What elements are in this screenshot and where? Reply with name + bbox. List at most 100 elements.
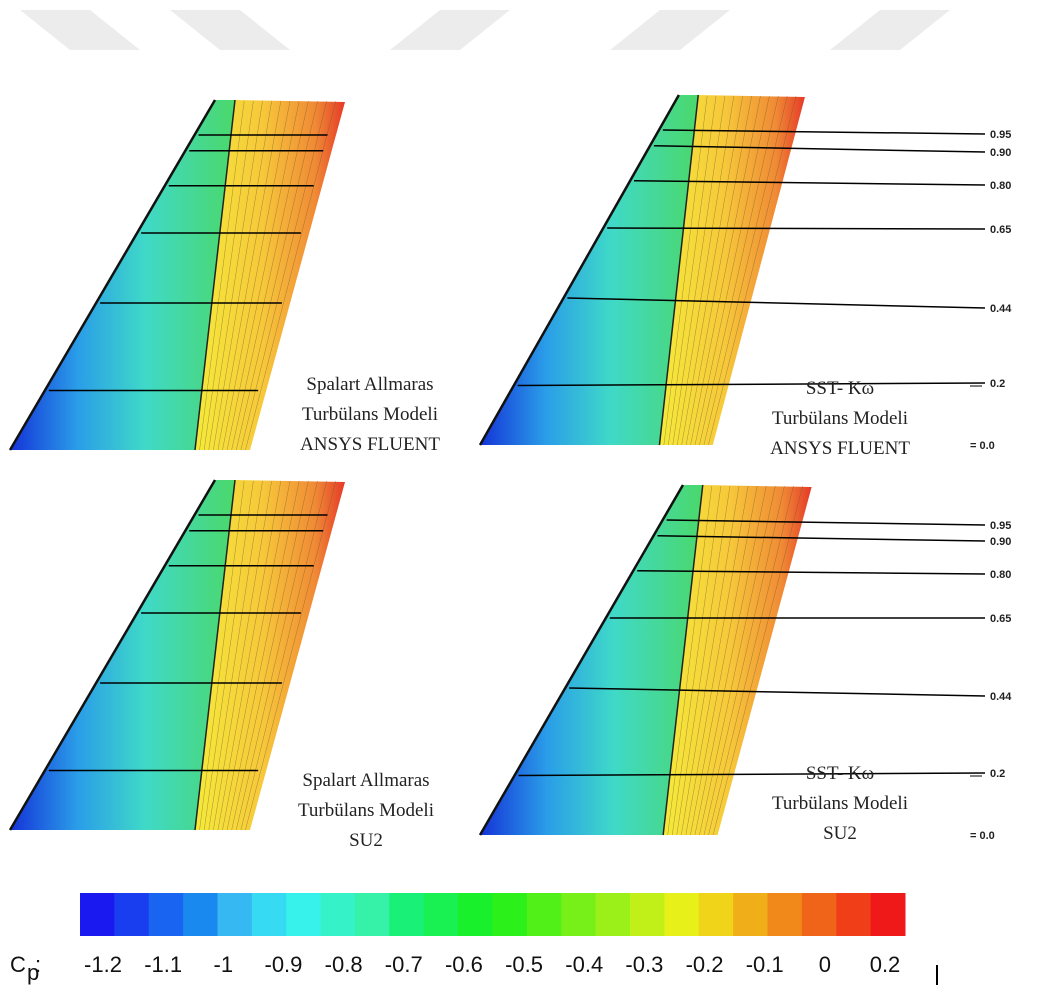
panel-caption: Turbülans Modeli (772, 793, 908, 814)
colorbar-swatch (286, 893, 322, 936)
colorbar-swatch (355, 893, 390, 936)
colorbar-symbol: C (10, 952, 26, 977)
station-label: 0.90 (990, 147, 1011, 159)
colorbar-swatch (183, 893, 218, 936)
station-line (662, 129, 986, 135)
contour (676, 95, 735, 446)
station-line (567, 297, 986, 309)
panel-caption: SST- Kω (806, 378, 874, 399)
station-label: 0.2 (990, 768, 1005, 780)
panel-caption: SU2 (823, 823, 857, 844)
contour (708, 485, 794, 836)
colorbar-separator: : (35, 952, 41, 977)
contour (690, 95, 761, 446)
colorbar-label: -0.9 (265, 952, 303, 977)
colorbar-swatch (595, 893, 631, 936)
panel-caption: Turbülans Modeli (772, 408, 908, 429)
colorbar-label: -1.1 (144, 952, 182, 977)
contour (245, 100, 337, 451)
contour (231, 100, 309, 451)
station-label: = 0.0 (970, 440, 995, 452)
wing-panel: 0.95 0.90 0.80 0.65 0.44 0.2 = 0.0 SST- Kω Turbü… (478, 94, 1012, 459)
station-line (634, 180, 986, 186)
contour (667, 485, 713, 836)
wing-front (10, 480, 235, 830)
station-label: = 0.0 (970, 830, 995, 842)
colorbar-label: -0.7 (385, 952, 423, 977)
panel-caption: ANSYS FLUENT (300, 434, 440, 455)
contour (245, 480, 337, 831)
station-label: 0.90 (990, 536, 1011, 548)
shock (194, 99, 236, 451)
shock (194, 479, 236, 831)
wing-panel: Spalart Allmaras Turbülans Modeli SU2 (8, 479, 434, 851)
contour (203, 480, 254, 831)
contour (685, 95, 752, 446)
station-label: 0.80 (990, 569, 1011, 581)
colorbar-label: -1.2 (84, 952, 122, 977)
wing-panel: Spalart Allmaras Turbülans Modeli ANSYS FL… (8, 99, 440, 455)
station-label: 0.95 (990, 520, 1011, 532)
contour (217, 100, 282, 451)
station-label: 0.44 (990, 303, 1012, 315)
colorbar-swatch (458, 893, 493, 936)
colorbar-swatch (492, 893, 528, 936)
colorbar-swatch (664, 893, 700, 936)
colorbar-swatch (251, 893, 287, 936)
wing-front (480, 95, 699, 445)
shock (662, 484, 704, 836)
colorbar-label: -0.8 (325, 952, 363, 977)
contour (226, 100, 300, 451)
wing-front (480, 485, 703, 835)
station-label: 0.44 (990, 691, 1012, 703)
colorbar-swatch (217, 893, 253, 936)
station-label: 0.65 (990, 224, 1011, 236)
contour (685, 485, 749, 836)
contour (199, 100, 245, 451)
colorbar-swatch (80, 893, 115, 936)
station-label: 0.95 (990, 129, 1011, 141)
contour (699, 95, 779, 446)
contour (681, 95, 743, 446)
station-line (657, 535, 986, 542)
station-line (518, 772, 986, 777)
station-line (637, 570, 986, 575)
colorbar-swatch (561, 893, 597, 936)
contour (236, 100, 318, 451)
station-line (569, 687, 986, 697)
panel-caption: SU2 (349, 830, 383, 851)
contour (217, 480, 282, 831)
colorbar-label: -0.4 (565, 952, 603, 977)
contour (676, 485, 731, 836)
colorbar-swatch (114, 893, 150, 936)
colorbar-swatch (836, 893, 872, 936)
colorbar-swatch (801, 893, 837, 936)
colorbar-swatch (526, 893, 562, 936)
contour (203, 100, 254, 451)
colorbar-swatch (148, 893, 184, 936)
contour (231, 480, 309, 831)
contour (222, 100, 291, 451)
contour (708, 95, 797, 446)
colorbar-subscript: p (27, 960, 39, 985)
panel-caption: Turbülans Modeli (302, 404, 438, 425)
contour (236, 480, 318, 831)
contour (663, 95, 708, 446)
contour (672, 95, 726, 446)
leading-edge (478, 94, 680, 446)
leading-edge (8, 479, 217, 831)
station-line (666, 519, 986, 526)
shock (658, 94, 699, 446)
station-line (517, 382, 986, 387)
colorbar-swatch (698, 893, 734, 936)
contour (703, 95, 788, 446)
colorbar-swatch (767, 893, 803, 936)
contour (671, 485, 722, 836)
colorbar-label: 0.2 (870, 952, 901, 977)
panel-caption: SST- Kω (806, 763, 874, 784)
station-label: 0.2 (990, 378, 1005, 390)
colorbar-label: 0 (819, 952, 831, 977)
station-line (607, 227, 986, 230)
contour (208, 100, 263, 451)
